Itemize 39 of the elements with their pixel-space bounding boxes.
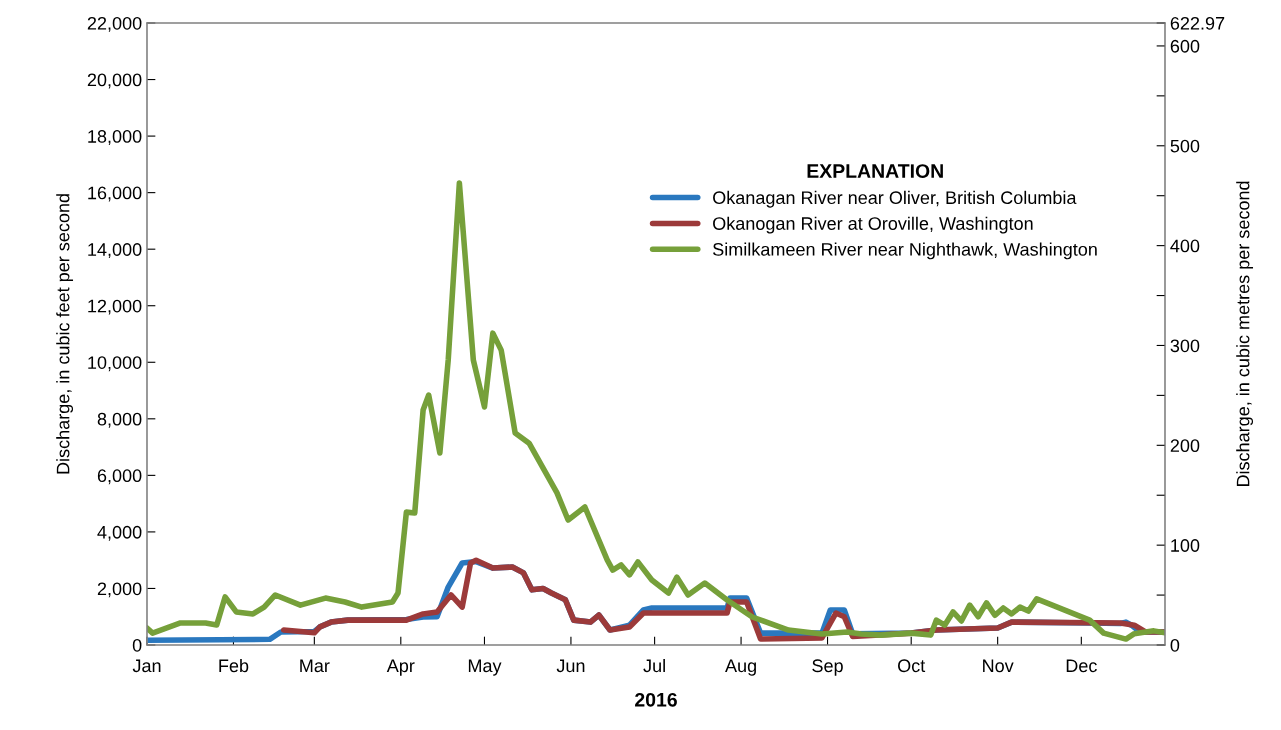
y-tick-label: 14,000 [88,243,142,259]
y2-tick-label: 300 [1170,339,1200,353]
y2-axis-title: Discharge, in cubic metres per second [1236,181,1254,487]
y-tick-label: 6,000 [97,469,142,485]
y2-tick-label: 600 [1170,39,1200,53]
x-tick-label: Feb [219,658,249,673]
x-tick-label: Mar [300,659,330,673]
x-tick-label: Jul [643,658,665,673]
x-tick-label: Dec [1066,659,1097,673]
y-tick-label: 12,000 [88,299,142,315]
x-tick-label: Nov [983,659,1014,673]
y2-tick-label: 200 [1170,439,1200,453]
y2-tick-label: 400 [1170,239,1200,253]
y2-tick-label: 100 [1171,539,1200,552]
legend-label: Okanagan River near Oliver, British Columbia [713,190,1077,208]
x-axis-title: 2016 [635,692,677,707]
legend-title: EXPLANATION [807,164,943,178]
x-tick-label: Apr [386,659,415,676]
x-tick-label: Jan [132,659,161,673]
y2-tick-label: 0 [1170,638,1180,652]
y-tick-label: 8,000 [97,412,142,428]
y-tick-label: 2,000 [97,582,142,598]
y2-tick-label: 622.97 [1170,16,1225,30]
y2-tick-label: 500 [1170,139,1200,153]
x-tick-label: Jun [556,659,585,673]
x-tick-label: May [468,659,502,676]
legend-label: Okanogan River at Oroville, Washington [713,216,1033,234]
x-tick-label: Aug [725,659,756,676]
y-axis-title: Discharge, in cubic feet per second [56,194,74,474]
y-tick-label: 16,000 [88,186,142,202]
x-tick-label: Sep [812,659,843,676]
y-tick-label: 20,000 [87,73,142,89]
y-tick-label: 4,000 [97,525,142,541]
y-tick-label: 0 [132,638,142,652]
y-tick-label: 10,000 [88,356,142,372]
legend-label: Similkameen River near Nighthawk, Washington [713,242,1097,260]
x-tick-label: Oct [898,659,926,673]
y-tick-label: 18,000 [88,130,142,145]
y-tick-label: 22,000 [87,16,142,32]
